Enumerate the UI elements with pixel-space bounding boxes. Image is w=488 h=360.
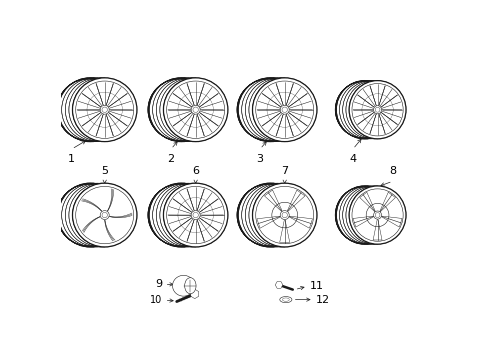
Polygon shape <box>275 282 282 288</box>
Text: 11: 11 <box>309 281 323 291</box>
Text: 6: 6 <box>192 166 199 176</box>
Text: 10: 10 <box>150 295 162 305</box>
Ellipse shape <box>191 211 200 220</box>
Ellipse shape <box>191 105 200 114</box>
Ellipse shape <box>72 78 137 141</box>
Polygon shape <box>190 289 198 299</box>
Text: 8: 8 <box>388 166 395 176</box>
Ellipse shape <box>100 211 109 220</box>
Ellipse shape <box>373 211 381 219</box>
Ellipse shape <box>279 297 291 303</box>
Ellipse shape <box>184 278 196 294</box>
Ellipse shape <box>252 78 316 141</box>
Ellipse shape <box>172 275 194 296</box>
Text: 9: 9 <box>155 279 162 289</box>
Ellipse shape <box>163 183 227 247</box>
Ellipse shape <box>348 186 405 244</box>
Text: 2: 2 <box>167 154 174 164</box>
Ellipse shape <box>280 211 288 220</box>
Text: 12: 12 <box>315 294 329 305</box>
Text: 4: 4 <box>348 154 356 164</box>
Text: 3: 3 <box>256 154 263 164</box>
Ellipse shape <box>72 183 137 247</box>
Ellipse shape <box>252 183 316 247</box>
Text: 5: 5 <box>101 166 108 176</box>
Ellipse shape <box>373 105 381 114</box>
Ellipse shape <box>100 105 109 114</box>
Ellipse shape <box>280 105 288 114</box>
Ellipse shape <box>348 81 405 139</box>
Text: 7: 7 <box>281 166 288 176</box>
Ellipse shape <box>163 78 227 141</box>
Text: 1: 1 <box>68 154 75 164</box>
